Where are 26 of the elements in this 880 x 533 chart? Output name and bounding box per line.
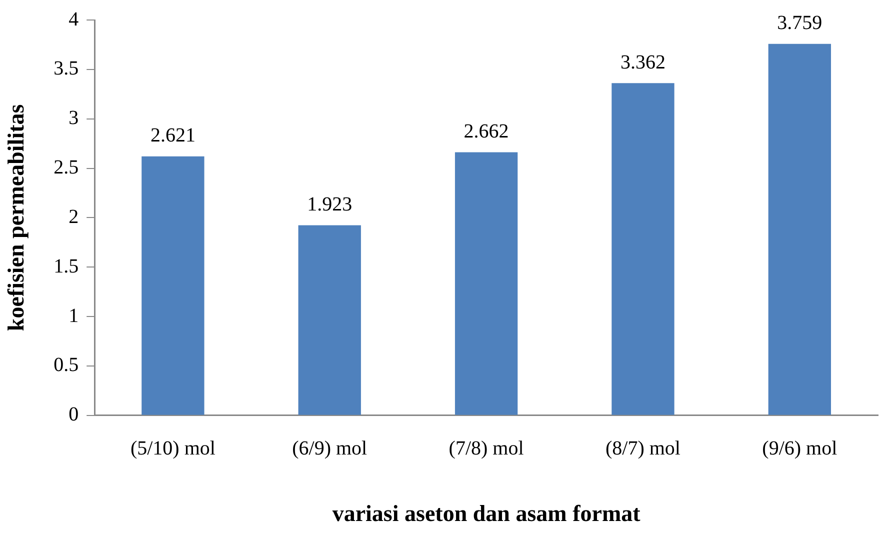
- bar: [454, 152, 518, 415]
- x-tick-label: (5/10) mol: [130, 438, 216, 460]
- data-label: 2.662: [464, 120, 509, 143]
- x-tick-label: (9/6) mol: [762, 438, 838, 460]
- data-label: 3.759: [777, 12, 822, 34]
- y-tick-label: 1.5: [54, 255, 79, 278]
- x-tick-label: (6/9) mol: [292, 438, 368, 460]
- bar: [612, 83, 674, 415]
- y-tick-label: 1: [68, 304, 79, 327]
- data-label: 2.621: [150, 124, 196, 147]
- data-label: 3.362: [620, 51, 666, 74]
- x-tick-label: (7/8) mol: [448, 438, 524, 460]
- y-axis-title: koefisien permeabilitas: [4, 104, 29, 332]
- y-tick-label: 3: [68, 107, 79, 130]
- x-tick-label: (8/7) mol: [605, 438, 681, 460]
- y-tick-label: 0.5: [54, 354, 79, 376]
- y-tick-label: 0: [68, 404, 79, 426]
- x-axis-title: variasi aseton dan asam format: [332, 501, 641, 526]
- data-label: 1.923: [307, 194, 352, 216]
- bar: [298, 225, 361, 415]
- y-tick-label: 2: [68, 206, 79, 228]
- y-tick-label: 3.5: [54, 58, 79, 80]
- bar: [142, 156, 204, 415]
- bar: [768, 44, 831, 415]
- y-tick-label: 2.5: [54, 156, 79, 179]
- y-tick-label: 4: [68, 8, 79, 30]
